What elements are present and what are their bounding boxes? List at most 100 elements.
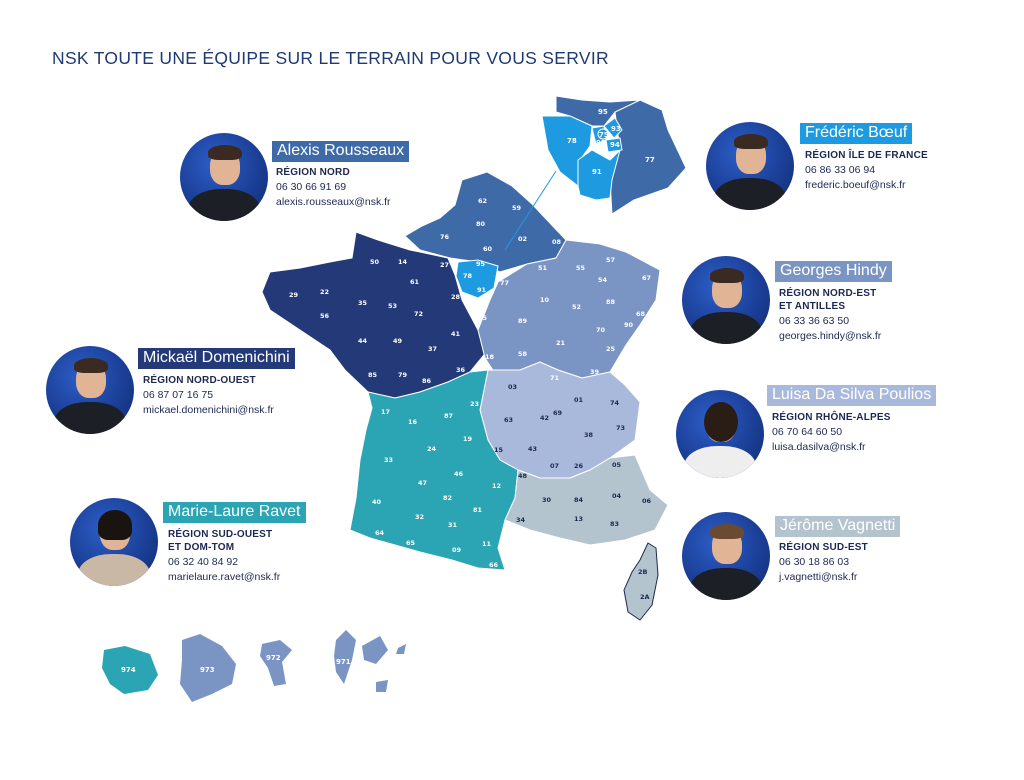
contact-phone[interactable]: 06 30 66 91 69 (276, 181, 347, 193)
svg-text:65: 65 (406, 539, 416, 547)
svg-text:89: 89 (518, 317, 528, 325)
svg-text:88: 88 (606, 298, 616, 306)
svg-text:95: 95 (476, 260, 486, 268)
svg-text:06: 06 (642, 497, 652, 505)
dom-973 (180, 634, 236, 702)
svg-text:47: 47 (418, 479, 427, 487)
region-nord-shape (404, 171, 567, 273)
svg-text:77: 77 (645, 156, 655, 164)
contact-phone[interactable]: 06 87 07 16 75 (143, 389, 214, 401)
svg-text:25: 25 (606, 345, 616, 353)
contact-phone[interactable]: 06 32 40 84 92 (168, 556, 239, 568)
svg-text:43: 43 (528, 445, 537, 453)
contact-region: RÉGION SUD-OUEST (168, 529, 273, 540)
contact-email[interactable]: frederic.boeuf@nsk.fr (805, 179, 906, 191)
svg-text:971: 971 (336, 658, 351, 666)
svg-text:32: 32 (415, 513, 424, 521)
idf-overlay-94 (605, 137, 623, 153)
svg-text:67: 67 (642, 274, 651, 282)
department-labels: 62 59 80 02 08 76 27 60 50 14 61 29 22 5… (289, 197, 652, 601)
svg-text:84: 84 (574, 496, 584, 504)
svg-text:45: 45 (478, 314, 488, 322)
svg-text:28: 28 (451, 293, 461, 301)
contact-name: Jérôme Vagnetti (775, 516, 901, 537)
contact-region: RÉGION NORD-EST (779, 288, 877, 299)
svg-text:16: 16 (408, 418, 418, 426)
contact-email[interactable]: mickael.domenichini@nsk.fr (143, 404, 274, 416)
region-nord[interactable] (404, 171, 567, 273)
svg-text:17: 17 (381, 408, 390, 416)
svg-text:72: 72 (414, 310, 423, 318)
svg-text:39: 39 (590, 368, 600, 376)
contact-phone[interactable]: 06 30 18 86 03 (779, 556, 850, 568)
svg-text:68: 68 (636, 310, 646, 318)
contact-email[interactable]: marielaure.ravet@nsk.fr (168, 571, 281, 583)
svg-text:18: 18 (485, 353, 495, 361)
idf-overlay-map[interactable]: 95 78 91 77 93 75 92 94 (541, 95, 687, 215)
svg-text:58: 58 (518, 350, 528, 358)
svg-text:44: 44 (358, 337, 368, 345)
contact-name: Mickaël Domenichini (138, 348, 295, 369)
svg-text:74: 74 (610, 399, 620, 407)
svg-text:01: 01 (574, 396, 584, 404)
contact-email[interactable]: alexis.rousseaux@nsk.fr (276, 196, 391, 208)
dom-974 (102, 646, 158, 694)
svg-text:07: 07 (550, 462, 559, 470)
svg-text:30: 30 (542, 496, 552, 504)
svg-text:21: 21 (556, 339, 566, 347)
svg-text:14: 14 (398, 258, 408, 266)
svg-text:38: 38 (584, 431, 594, 439)
svg-text:91: 91 (477, 286, 487, 294)
svg-text:26: 26 (574, 462, 584, 470)
avatar (70, 498, 158, 586)
avatar (682, 256, 770, 344)
svg-text:71: 71 (550, 374, 560, 382)
svg-text:11: 11 (482, 540, 492, 548)
contact-name: Alexis Rousseaux (272, 141, 410, 162)
contact-phone[interactable]: 06 33 36 63 50 (779, 315, 850, 327)
svg-text:40: 40 (372, 498, 382, 506)
dom-972 (260, 640, 292, 686)
avatar (180, 133, 268, 221)
avatar (706, 122, 794, 210)
svg-text:52: 52 (572, 303, 581, 311)
svg-text:49: 49 (393, 337, 403, 345)
idf-overlay-75 (597, 128, 609, 140)
svg-text:24: 24 (427, 445, 437, 453)
contact-email[interactable]: luisa.dasilva@nsk.fr (772, 441, 866, 453)
svg-text:80: 80 (476, 220, 486, 228)
svg-text:04: 04 (612, 492, 622, 500)
idf-connector-line (504, 170, 557, 251)
contact-region: RÉGION RHÔNE-ALPES (772, 412, 891, 423)
svg-text:81: 81 (473, 506, 483, 514)
contact-name: Georges Hindy (775, 261, 892, 282)
contact-email[interactable]: georges.hindy@nsk.fr (779, 330, 882, 342)
contact-phone[interactable]: 06 70 64 60 50 (772, 426, 843, 438)
svg-text:78: 78 (567, 137, 577, 145)
region-sud-est[interactable] (504, 454, 669, 621)
svg-text:85: 85 (368, 371, 378, 379)
svg-text:87: 87 (444, 412, 453, 420)
contact-info: RÉGION ÎLE DE FRANCE 06 86 33 06 94 fred… (805, 149, 928, 193)
contact-email[interactable]: j.vagnetti@nsk.fr (779, 571, 858, 583)
page-title: NSK TOUTE UNE ÉQUIPE SUR LE TERRAIN POUR… (52, 48, 609, 68)
svg-text:36: 36 (456, 366, 466, 374)
contact-region: RÉGION NORD (276, 167, 350, 178)
dom-tom-maps[interactable]: 974 973 972 971 (102, 630, 406, 702)
svg-text:90: 90 (624, 321, 634, 329)
svg-text:56: 56 (320, 312, 330, 320)
svg-text:972: 972 (266, 654, 281, 662)
svg-text:08: 08 (552, 238, 562, 246)
region-sud-ouest[interactable] (349, 369, 519, 571)
svg-text:09: 09 (452, 546, 462, 554)
svg-text:13: 13 (574, 515, 583, 523)
svg-text:48: 48 (518, 472, 528, 480)
contact-region: RÉGION NORD-OUEST (143, 375, 256, 386)
svg-text:94: 94 (610, 141, 620, 149)
contact-info: RÉGION SUD-OUEST ET DOM-TOM 06 32 40 84 … (168, 528, 280, 585)
svg-text:05: 05 (612, 461, 622, 469)
contact-phone[interactable]: 06 86 33 06 94 (805, 164, 876, 176)
region-ile-de-france[interactable] (455, 259, 499, 299)
svg-text:19: 19 (463, 435, 473, 443)
